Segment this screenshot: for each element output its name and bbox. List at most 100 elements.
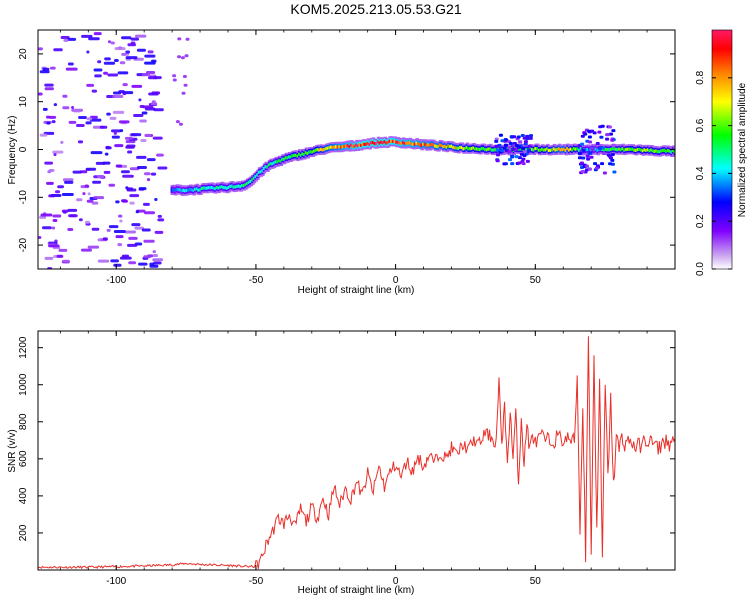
spectrogram-noise-cell: [113, 59, 119, 63]
colorbar-label: Normalized spectral amplitude: [737, 82, 748, 217]
spectrogram-noise-cell: [154, 198, 158, 202]
snr-y-tick-label: 200: [18, 524, 29, 541]
spectrogram-scatter-cell: [495, 153, 500, 157]
spectrogram-scatter-cell: [579, 161, 584, 165]
spectrogram-noise-cell: [127, 150, 133, 154]
spectrogram-noise-cell: [119, 219, 123, 223]
spectrogram-scatter-cell: [523, 142, 528, 146]
spectrogram-noise-cell: [107, 73, 119, 77]
spectrogram-noise-cell: [88, 37, 100, 41]
spectrogram-noise-cell: [143, 239, 155, 243]
spectrogram-noise-cell: [141, 228, 151, 232]
spectrogram-noise-cell: [134, 226, 144, 230]
spectrogram-noise-cell: [185, 37, 190, 41]
spectrogram-noise-cell: [76, 198, 83, 202]
spectrogram-noise-cell: [110, 259, 119, 263]
spectrogram-scatter-cell: [590, 147, 595, 151]
spectrogram-ridge-core: [671, 148, 675, 153]
snr-y-tick-label: 1200: [18, 336, 29, 359]
spectrogram-noise-cell: [122, 199, 128, 203]
spectrogram-noise-cell: [130, 37, 140, 41]
spectrogram-noise-cell: [115, 164, 123, 168]
spectrogram-noise-cell: [78, 115, 87, 119]
spectrogram-noise-cell: [75, 124, 85, 128]
spectrogram-noise-cell: [152, 250, 156, 254]
spectrogram-noise-cell: [125, 50, 131, 54]
spectrogram-noise-cell: [144, 54, 156, 58]
spectrogram-scatter-cell: [494, 144, 499, 148]
spectrogram-noise-cell: [122, 83, 128, 87]
spectrogram-noise-cell: [62, 94, 68, 98]
spectrogram-noise-cell: [110, 41, 115, 45]
spectrogram-noise-cell: [108, 225, 119, 229]
snr-y-axis-label: SNR (v/v): [7, 429, 18, 472]
spectrogram-noise-cell: [44, 83, 54, 87]
spectrogram-noise-cell: [39, 70, 50, 74]
spectrogram-scatter-cell: [500, 139, 505, 143]
spectrogram-scatter-cell: [594, 166, 599, 170]
colorbar-tick-label: 0.4: [695, 166, 706, 180]
spectrogram-noise-cell: [135, 210, 140, 214]
spectrogram-noise-cell: [56, 254, 63, 258]
spectrogram-scatter-cell: [587, 167, 592, 171]
spectrogram-noise-cell: [68, 214, 77, 218]
spectrogram-noise-cell: [177, 37, 182, 41]
spectrogram-scatter-cell: [607, 125, 612, 129]
snr-series-line: [38, 336, 675, 570]
spectrogram-noise-cell: [46, 115, 51, 119]
spectrogram-noise-cell: [67, 208, 78, 212]
spectrogram-noise-cell: [72, 170, 82, 174]
spectrogram-noise-cell: [52, 150, 64, 154]
spectrogram-noise-cell: [95, 161, 106, 165]
spectrogram-noise-cell: [143, 211, 156, 215]
spectrogram-noise-cell: [141, 73, 151, 77]
spectrogram-noise-cell: [177, 55, 182, 59]
spectrogram-noise-cell: [85, 167, 97, 171]
spectrogram-scatter-cell: [597, 147, 602, 151]
snr-panel: -100 -50 0 50 200 400 600 800 1000 1200 Height o…: [7, 330, 676, 596]
spectrogram-y-tick-label: 0: [18, 146, 29, 152]
spectrogram-noise-cell: [42, 67, 50, 71]
spectrogram-scatter-cell: [600, 124, 605, 128]
spectrogram-noise-cell: [61, 209, 69, 213]
colorbar-tick-label: 0.8: [695, 70, 706, 84]
spectrogram-noise-cell: [90, 151, 103, 155]
spectrogram-y-tick-label: 10: [18, 96, 29, 108]
spectrogram-noise-cell: [119, 256, 132, 260]
spectrogram-noise-cell: [85, 121, 92, 125]
spectrogram-noise-cell: [55, 190, 61, 194]
spectrogram-noise-cell: [48, 169, 55, 173]
spectrogram-noise-cell: [136, 155, 147, 159]
spectrogram-scatter-cell: [510, 162, 515, 166]
spectrogram-noise-cell: [153, 261, 162, 265]
spectrogram-y-axis-label: Frequency (Hz): [7, 116, 18, 185]
spectrogram-noise-cell: [60, 140, 64, 144]
spectrogram-noise-cell: [133, 113, 144, 117]
spectrogram-noise-cell: [81, 34, 93, 38]
spectrogram-noise-cell: [103, 71, 108, 75]
spectrogram-noise-cell: [118, 90, 125, 94]
spectrogram-noise-cell: [46, 121, 51, 125]
spectrogram-noise-cell: [67, 62, 74, 66]
spectrogram-noise-cell: [129, 194, 140, 198]
spectrogram-scatter-cell: [503, 138, 508, 142]
spectrogram-scatter-cell: [610, 153, 615, 157]
snr-y-ticks: 200 400 600 800 1000 1200: [18, 336, 675, 541]
spectrogram-noise-cell: [48, 194, 56, 198]
spectrogram-noise-cell: [184, 54, 189, 58]
spectrogram-noise-cell: [80, 248, 92, 252]
spectrogram-scatter-cell: [510, 154, 515, 158]
spectrogram-scatter-cell: [592, 131, 597, 135]
spectrogram-scatter-cell: [602, 171, 607, 175]
snr-x-tick-label: 0: [393, 576, 399, 587]
spectrogram-noise-cell: [46, 181, 54, 185]
spectrogram-noise-cell: [113, 131, 117, 135]
spectrogram-noise-cell: [128, 236, 138, 240]
spectrogram-scatter-cell: [498, 133, 503, 137]
spectrogram-noise-cell: [103, 170, 111, 174]
spectrogram-noise-cell: [180, 56, 185, 60]
spectrogram-noise-cell: [113, 230, 126, 234]
spectrogram-noise-cell: [139, 119, 147, 123]
spectrogram-noise-cell: [108, 183, 116, 187]
spectrogram-noise-cell: [149, 262, 155, 266]
